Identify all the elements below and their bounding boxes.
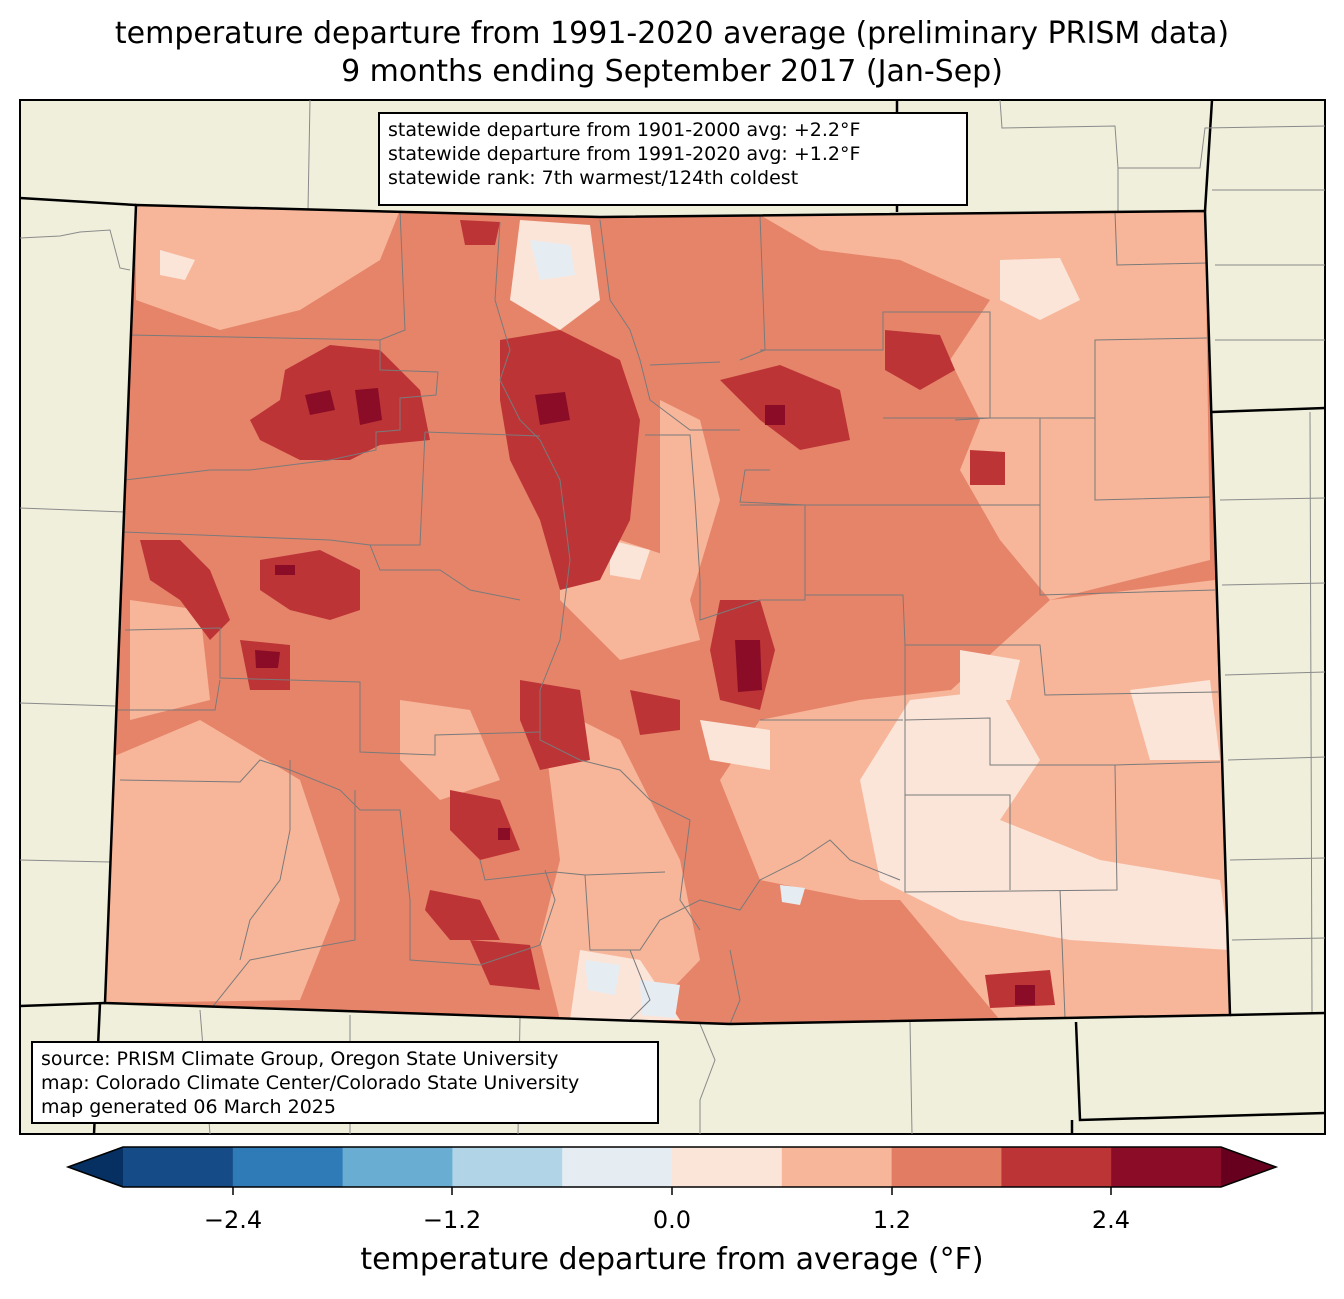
colorbar-segment xyxy=(562,1147,673,1187)
colorbar xyxy=(65,1146,1279,1195)
colorbar-ticks xyxy=(232,1187,1112,1195)
credits-generated: map generated 06 March 2025 xyxy=(41,1096,336,1118)
colorbar-outline xyxy=(65,1146,1279,1188)
tick-label-neg-2-4: −2.4 xyxy=(203,1206,263,1234)
colorbar-high-extend xyxy=(1221,1147,1276,1187)
colorbar-segment xyxy=(781,1147,893,1187)
credits-box: source: PRISM Climate Group, Oregon Stat… xyxy=(31,1041,659,1124)
colorbar-segment xyxy=(1111,1147,1222,1187)
stats-departure-1901-2000: statewide departure from 1901-2000 avg: … xyxy=(388,119,861,141)
colorado-temperature-map xyxy=(19,99,1326,1135)
map-title-line1: temperature departure from 1991-2020 ave… xyxy=(114,16,1230,51)
tick-label-1-2: 1.2 xyxy=(872,1206,912,1234)
temperature-departure-field xyxy=(105,205,1230,1024)
colorado-border xyxy=(103,203,1232,1026)
statewide-stats-box: statewide departure from 1901-2000 avg: … xyxy=(378,112,968,206)
county-lines xyxy=(110,209,1221,1024)
tick-label-neg-1-2: −1.2 xyxy=(422,1206,482,1234)
colorbar-segment xyxy=(342,1147,453,1187)
colorbar-segment xyxy=(891,1147,1002,1187)
colorbar-segments xyxy=(123,1147,1222,1187)
colorbar-low-extend xyxy=(68,1147,123,1187)
credits-source: source: PRISM Climate Group, Oregon Stat… xyxy=(41,1048,559,1070)
map-title-line2: 9 months ending September 2017 (Jan-Sep) xyxy=(341,54,1003,89)
credits-map: map: Colorado Climate Center/Colorado St… xyxy=(41,1072,580,1094)
tick-label-2-4: 2.4 xyxy=(1091,1206,1131,1234)
stats-rank: statewide rank: 7th warmest/124th coldes… xyxy=(388,167,799,189)
colorbar-segment xyxy=(1001,1147,1112,1187)
colorbar-label: temperature departure from average (°F) xyxy=(360,1242,984,1277)
colorbar-segment xyxy=(123,1147,234,1187)
stats-departure-1991-2020: statewide departure from 1991-2020 avg: … xyxy=(388,143,861,165)
tick-label-0-0: 0.0 xyxy=(652,1206,692,1234)
colorbar-segment xyxy=(452,1147,563,1187)
colorbar-segment xyxy=(672,1147,783,1187)
colorbar-segment xyxy=(232,1147,344,1187)
